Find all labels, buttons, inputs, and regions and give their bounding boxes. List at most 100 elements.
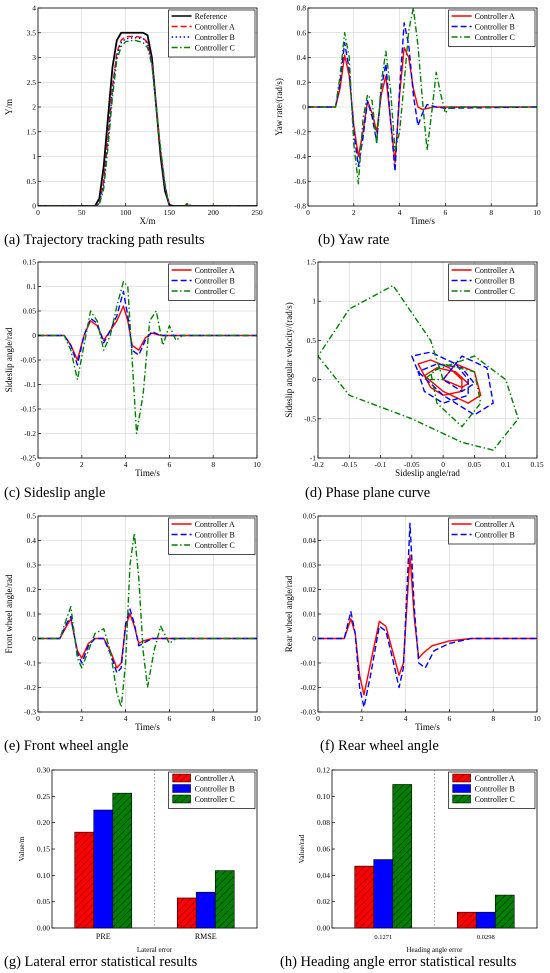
y-tick-label: 0.06 [317, 845, 330, 854]
y-tick-label: -0.03 [300, 708, 316, 717]
series-line-controller-c [38, 39, 257, 206]
y-axis-label: Rear wheel angle/rad [284, 575, 294, 652]
y-tick-label: 0.04 [317, 871, 330, 880]
bar-controller-a [354, 865, 375, 929]
series-line-controller-c [38, 280, 257, 435]
y-tick-label: 0.15 [23, 258, 36, 267]
y-tick-label: 1 [312, 297, 316, 306]
bar-controller-b [475, 911, 496, 929]
x-tick-label: 150 [164, 208, 176, 217]
legend-swatch [172, 784, 191, 793]
x-axis-label: Time/s [415, 722, 440, 732]
legend-swatch [452, 773, 471, 783]
y-tick-label: 0 [32, 331, 36, 340]
y-tick-label: 1.5 [27, 127, 37, 136]
legend-swatch [172, 794, 191, 804]
x-axis-label: Lateral error [137, 946, 173, 954]
x-tick-label: 200 [208, 208, 220, 217]
y-tick-label: 0 [32, 634, 36, 643]
y-axis-label: Sideslip angular velocity/(rad/s) [284, 302, 294, 417]
panel-lateral-error-bars: PRE RMSE 0.00 0.05 0.10 0.15 0.20 0.25 0.30 Later… [17, 766, 258, 954]
x-tick-label: 0 [441, 460, 445, 469]
y-tick-label: -0.02 [300, 683, 316, 692]
x-axis-label: Time/s [135, 468, 160, 478]
x-tick-label: -0.05 [404, 460, 420, 469]
y-tick-label: 0.05 [23, 307, 36, 316]
x-axis-label: Time/s [410, 216, 435, 226]
legend-label: Controller C [195, 44, 235, 53]
y-tick-label: -0.05 [20, 356, 36, 365]
y-tick-label: 1.5 [307, 258, 317, 267]
x-tick-label: 0 [306, 208, 310, 217]
y-axis-label: Value/m [17, 836, 26, 861]
y-tick-label: 0.2 [297, 78, 307, 87]
bar-controller-a [74, 831, 95, 929]
y-tick-label: 0.05 [303, 512, 316, 521]
y-tick-label: 0.00 [37, 924, 50, 933]
series-line-controller-b [38, 290, 257, 366]
x-tick-label: 2 [352, 208, 356, 217]
y-tick-label: -1 [310, 454, 316, 463]
x-tick-label: 10 [533, 208, 541, 217]
x-tick-label: 0 [36, 460, 40, 469]
y-tick-label: 0.15 [37, 845, 50, 854]
y-tick-label: 0.4 [27, 536, 37, 545]
y-tick-label: 0.05 [37, 897, 50, 906]
y-tick-label: 3.5 [27, 28, 37, 37]
y-tick-label: 0.12 [317, 766, 330, 775]
legend-swatch [172, 773, 191, 783]
panel-heading-error-bars: 0.1271 0.0298 0.00 0.02 0.04 0.06 0.08 0.10 0.12… [297, 766, 538, 954]
x-axis-label: Heading angle error [407, 946, 464, 954]
legend-label: Controller A [475, 266, 515, 275]
legend-swatch [452, 784, 471, 793]
x-tick-label: 10 [533, 714, 541, 723]
y-tick-label: -0.4 [294, 152, 306, 161]
y-axis-label: Value/rad [297, 834, 306, 863]
category-label: RMSE [195, 932, 217, 941]
x-tick-label: 250 [251, 208, 263, 217]
y-tick-label: -0.1 [24, 380, 36, 389]
legend-label: Controller B [195, 785, 235, 794]
panel-yaw-rate: 0 2 4 6 8 10 -0.8 -0.6 -0.4 -0.2 0 0.2 0.4 0.6 0.8 Time… [274, 4, 541, 227]
y-axis-label: Front wheel angle/rad [4, 574, 14, 653]
bar-controller-c [214, 870, 235, 929]
y-tick-label: -0.6 [294, 177, 306, 186]
y-tick-label: 0.25 [37, 792, 50, 801]
x-tick-label: 6 [444, 208, 448, 217]
y-axis-label: Yaw rate/(rad/s) [274, 78, 284, 136]
y-tick-label: 4 [32, 4, 36, 13]
series-line-controller-c [318, 284, 519, 451]
y-tick-label: 0.04 [303, 536, 316, 545]
legend-box [448, 517, 536, 545]
y-tick-label: 0.03 [303, 561, 316, 570]
legend-label: Controller A [195, 520, 235, 529]
y-tick-label: 0.8 [297, 4, 307, 13]
series-line-controller-c [38, 532, 257, 708]
caption-b: (b) Yaw rate [318, 232, 389, 248]
y-tick-label: 3 [32, 53, 36, 62]
bar-controller-a [456, 911, 477, 929]
x-axis-label: Sideslip angle/rad [395, 468, 460, 478]
category-label: 0.0298 [477, 934, 495, 941]
series-line-controller-a [417, 359, 482, 404]
series-line-controller-a [38, 305, 257, 361]
x-tick-label: 0.15 [530, 460, 543, 469]
x-tick-label: 0.05 [468, 460, 481, 469]
y-tick-label: 2.5 [27, 78, 37, 87]
y-tick-label: -0.2 [24, 429, 36, 438]
y-tick-label: 0.6 [297, 28, 307, 37]
y-tick-label: 0.2 [27, 585, 37, 594]
x-tick-label: 0 [316, 714, 320, 723]
y-tick-label: 0 [302, 103, 306, 112]
series-line-controller-c [308, 8, 537, 185]
y-tick-label: -0.5 [304, 414, 316, 423]
x-tick-label: 0 [36, 208, 40, 217]
bar-controller-c [392, 784, 413, 929]
y-tick-label: 0.02 [317, 897, 330, 906]
legend-label: Reference [195, 12, 228, 21]
legend-label: Controller B [195, 277, 235, 286]
legend-label: Controller A [195, 774, 235, 783]
